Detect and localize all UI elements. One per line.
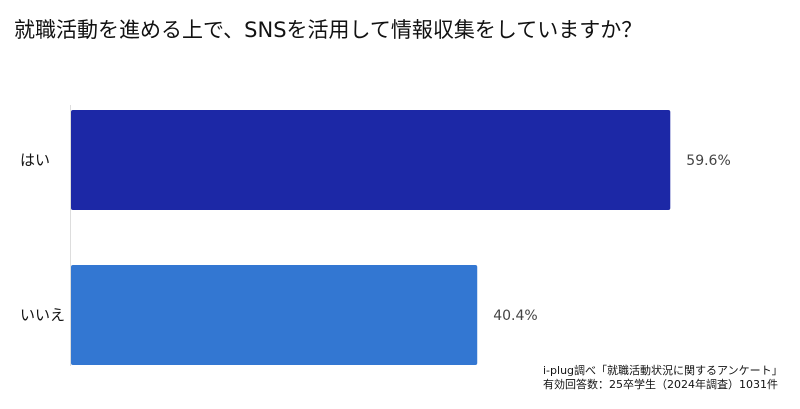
- source-line-1: i-plug調べ「就職活動状況に関するアンケート」: [543, 364, 783, 377]
- source-note: i-plug調べ「就職活動状況に関するアンケート」 有効回答数：25卒学生（20…: [543, 364, 783, 392]
- value-label-2: 40.4%: [493, 308, 537, 324]
- bar-1: [71, 110, 671, 210]
- value-label-1: 59.6%: [686, 153, 730, 169]
- category-label-1: はい: [20, 151, 50, 169]
- bar-2: [71, 265, 478, 365]
- chart-title: 就職活動を進める上で、SNSを活用して情報収集をしていますか？: [14, 18, 643, 42]
- source-line-2: 有効回答数：25卒学生（2024年調査）1031件: [543, 378, 778, 391]
- category-label-2: いいえ: [20, 306, 65, 324]
